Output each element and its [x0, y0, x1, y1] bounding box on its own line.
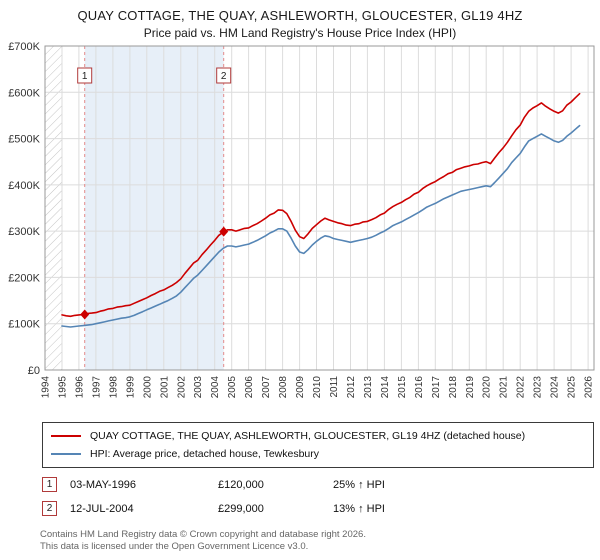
price-chart-svg: 1994 1995 1996 1997 1998 1999 2000 2001 2002 2003… [8, 41, 595, 399]
legend-item-property: QUAY COTTAGE, THE QUAY, ASHLEWORTH, GLOU… [51, 427, 585, 445]
svg-text:2015: 2015 [397, 376, 408, 399]
attribution-footer: Contains HM Land Registry data © Crown c… [40, 529, 594, 554]
svg-text:2026: 2026 [584, 376, 595, 399]
transaction-1-hpi-delta: 25% ↑ HPI [333, 478, 385, 491]
transaction-2-date: 12-JUL-2004 [70, 502, 134, 515]
transaction-1-number-badge: 1 [42, 477, 57, 492]
svg-text:2016: 2016 [414, 376, 425, 399]
svg-text:£0: £0 [28, 365, 40, 377]
svg-text:2023: 2023 [533, 376, 544, 399]
svg-text:2013: 2013 [363, 376, 374, 399]
svg-text:1996: 1996 [74, 376, 85, 399]
transaction-2-price: £299,000 [218, 502, 264, 515]
svg-text:2024: 2024 [550, 376, 561, 399]
transaction-2-number-badge: 2 [42, 501, 57, 516]
svg-text:£700K: £700K [8, 41, 40, 53]
svg-text:£100K: £100K [8, 319, 40, 331]
svg-text:£300K: £300K [8, 226, 40, 238]
svg-text:2005: 2005 [227, 376, 238, 399]
transaction-1-date: 03-MAY-1996 [70, 478, 137, 491]
transaction-2-hpi-delta: 13% ↑ HPI [333, 502, 385, 515]
svg-text:2010: 2010 [312, 376, 323, 399]
svg-text:2004: 2004 [210, 376, 221, 399]
legend-label-property: QUAY COTTAGE, THE QUAY, ASHLEWORTH, GLOU… [90, 430, 526, 442]
svg-text:2: 2 [221, 71, 227, 82]
red-line-swatch [51, 435, 81, 437]
svg-text:£400K: £400K [8, 180, 40, 192]
svg-text:2014: 2014 [380, 376, 391, 399]
svg-text:2020: 2020 [482, 376, 493, 399]
attribution-line-2: This data is licensed under the Open Gov… [40, 541, 309, 553]
svg-text:2001: 2001 [159, 376, 170, 399]
svg-text:2018: 2018 [448, 376, 459, 399]
svg-text:1995: 1995 [58, 376, 69, 399]
svg-text:1998: 1998 [108, 376, 119, 399]
svg-text:£500K: £500K [8, 134, 40, 146]
svg-text:£600K: £600K [8, 87, 40, 99]
svg-text:2025: 2025 [567, 376, 578, 399]
svg-text:2008: 2008 [278, 376, 289, 399]
svg-text:2019: 2019 [465, 376, 476, 399]
svg-text:2006: 2006 [244, 376, 255, 399]
svg-text:2002: 2002 [176, 376, 187, 399]
transaction-1-price: £120,000 [218, 478, 264, 491]
blue-line-swatch [51, 453, 81, 455]
svg-text:2009: 2009 [295, 376, 306, 399]
svg-text:1999: 1999 [125, 376, 136, 399]
chart-title: QUAY COTTAGE, THE QUAY, ASHLEWORTH, GLOU… [77, 8, 523, 23]
legend-item-hpi: HPI: Average price, detached house, Tewk… [51, 445, 585, 463]
svg-text:2017: 2017 [431, 376, 442, 399]
attribution-line-1: Contains HM Land Registry data © Crown c… [40, 529, 366, 540]
legend-label-hpi: HPI: Average price, detached house, Tewk… [90, 448, 320, 460]
svg-text:2011: 2011 [329, 376, 340, 398]
svg-text:1997: 1997 [91, 376, 102, 399]
svg-text:1: 1 [82, 71, 88, 82]
svg-text:2003: 2003 [193, 376, 204, 399]
chart-legend: QUAY COTTAGE, THE QUAY, ASHLEWORTH, GLOU… [42, 422, 594, 468]
svg-text:1994: 1994 [41, 376, 52, 399]
svg-text:2012: 2012 [346, 376, 357, 399]
svg-text:2021: 2021 [499, 376, 510, 399]
svg-text:2022: 2022 [516, 376, 527, 399]
chart-subtitle: Price paid vs. HM Land Registry's House … [143, 26, 457, 40]
svg-text:2000: 2000 [142, 376, 153, 399]
svg-text:£200K: £200K [8, 272, 40, 284]
transaction-row-2: 2 12-JUL-2004 £299,000 13% ↑ HPI [42, 501, 594, 516]
transaction-row-1: 1 03-MAY-1996 £120,000 25% ↑ HPI [42, 477, 594, 492]
svg-text:2007: 2007 [261, 376, 272, 399]
